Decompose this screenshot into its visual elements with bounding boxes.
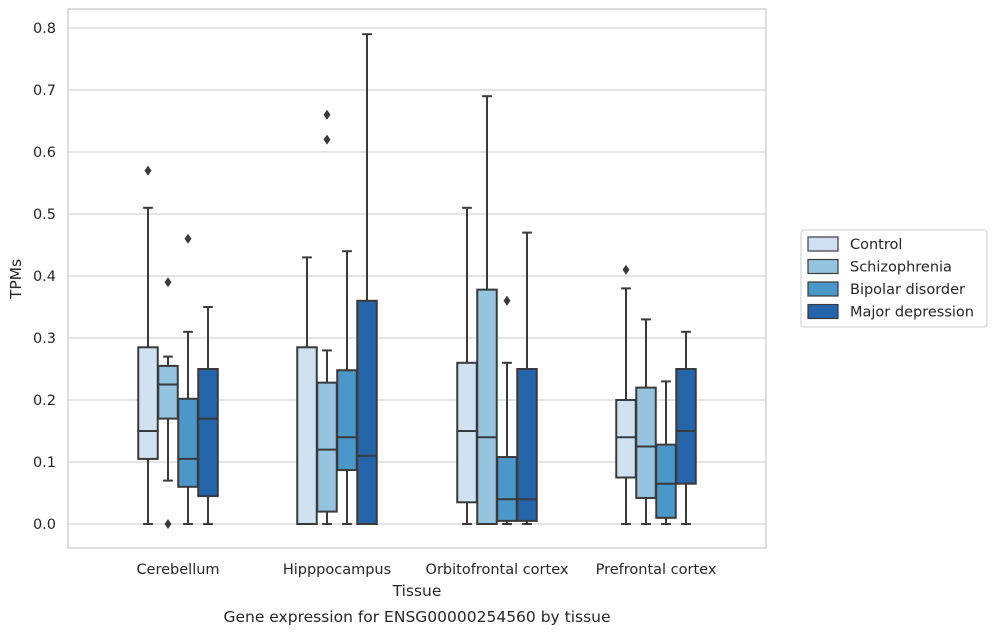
box-iqr: [655, 443, 677, 519]
box-control: [137, 165, 159, 525]
box-schizophrenia: [316, 109, 338, 525]
box-iqr: [496, 456, 518, 522]
box-bipolar-disorder: [496, 295, 518, 525]
box-schizophrenia: [635, 318, 657, 525]
legend-label: Control: [850, 237, 902, 253]
box-iqr: [316, 381, 338, 513]
box-iqr: [336, 369, 358, 472]
x-tick-label: Hipppocampus: [283, 562, 391, 578]
box-iqr: [177, 397, 199, 488]
x-tick-label: Cerebellum: [136, 562, 219, 578]
y-tick-label: 0.6: [33, 145, 56, 161]
box-iqr: [675, 368, 697, 485]
outlier-point: [144, 165, 152, 176]
box-iqr: [615, 399, 637, 479]
outlier-point: [164, 277, 172, 288]
box-iqr: [476, 288, 498, 526]
box-control: [296, 256, 318, 525]
box-major-depression: [197, 306, 219, 525]
box-iqr: [296, 346, 318, 525]
outlier-point: [503, 295, 511, 306]
y-tick-label: 0.1: [33, 455, 56, 471]
box-schizophrenia: [476, 95, 498, 526]
legend-label: Bipolar disorder: [850, 282, 965, 298]
y-tick-label: 0.7: [33, 83, 56, 99]
x-tick-labels: Cerebellum Hipppocampus Orbitofrontal cort…: [136, 562, 716, 578]
y-tick-label: 0.5: [33, 207, 56, 223]
outlier-point: [164, 519, 172, 529]
box-iqr: [456, 361, 478, 504]
box-major-depression: [516, 231, 538, 525]
box-iqr: [157, 364, 179, 420]
box-bipolar-disorder: [655, 380, 677, 525]
legend-label: Schizophrenia: [850, 260, 952, 276]
legend-swatch: [807, 258, 839, 275]
y-tick-label: 0.2: [33, 393, 56, 409]
box-iqr: [137, 346, 159, 460]
legend-swatch: [807, 303, 839, 320]
y-tick-label: 0.3: [33, 331, 56, 347]
y-axis-label: TPMs: [7, 259, 25, 300]
x-tick-label: Prefrontal cortex: [596, 562, 717, 578]
box-iqr: [635, 386, 657, 499]
box-bipolar-disorder: [336, 250, 358, 525]
y-tick-labels: 0.0 0.1 0.2 0.3 0.4 0.5 0.6 0.7 0.8: [33, 21, 56, 533]
box-layer: [137, 33, 697, 529]
outlier-point: [622, 264, 630, 275]
box-control: [456, 206, 478, 525]
box-iqr: [356, 299, 378, 525]
chart-caption: Gene expression for ENSG00000254560 by t…: [223, 608, 610, 626]
box-control: [615, 264, 637, 525]
box-iqr: [516, 368, 538, 522]
outlier-point: [323, 134, 331, 145]
legend-swatch: [807, 236, 839, 252]
plot-frame: [67, 8, 767, 549]
box-iqr: [197, 368, 219, 498]
outlier-point: [184, 233, 192, 244]
box-bipolar-disorder: [177, 233, 199, 525]
box-major-depression: [675, 330, 697, 525]
x-tick-label: Orbitofrontal cortex: [426, 562, 569, 578]
box-major-depression: [356, 33, 378, 525]
legend-items: Control Schizophrenia Bipolar disorder Majo…: [807, 236, 974, 321]
box-schizophrenia: [157, 277, 179, 529]
y-tick-label: 0.4: [33, 269, 56, 285]
y-tick-label: 0.0: [33, 517, 56, 533]
outlier-point: [323, 109, 331, 120]
legend-swatch: [807, 281, 839, 297]
x-axis-label: Tissue: [392, 582, 442, 600]
legend-label: Major depression: [850, 305, 974, 321]
legend-frame: [800, 229, 988, 328]
y-tick-label: 0.8: [33, 21, 56, 37]
legend: Control Schizophrenia Bipolar disorder Majo…: [800, 229, 988, 328]
